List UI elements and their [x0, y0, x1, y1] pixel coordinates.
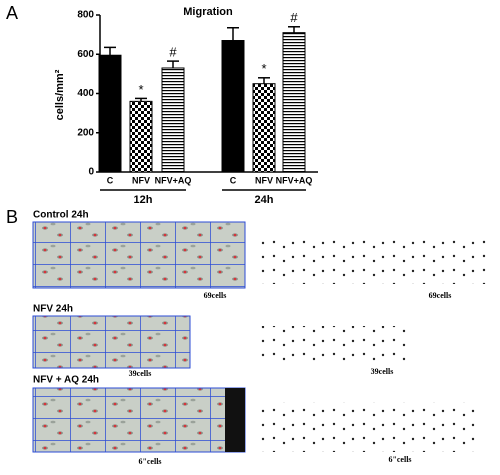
row-label: NFV + AQ 24h: [33, 375, 99, 386]
y-tick-label: 200: [77, 127, 94, 138]
significance-marker: #: [169, 45, 177, 60]
y-tick-label: 400: [77, 88, 94, 99]
bar: [221, 40, 245, 173]
panel-letter: A: [6, 3, 18, 23]
y-tick-label: 600: [77, 49, 94, 60]
cell-count: 6"cells: [138, 457, 161, 466]
x-tick-label: NFV: [132, 175, 150, 185]
x-tick-label: NFV: [255, 175, 273, 185]
image-edge: [225, 388, 245, 452]
y-tick-label: 0: [88, 167, 94, 178]
cell-count: 69cells: [429, 291, 452, 300]
micrograph: [32, 221, 246, 289]
y-tick-label: 800: [77, 10, 94, 21]
cell-count: 6"cells: [388, 455, 411, 464]
cell-count: 39cells: [129, 369, 152, 378]
x-tick-label: C: [230, 175, 237, 185]
count-map: [257, 402, 482, 452]
significance-marker: *: [261, 61, 266, 76]
group-label: 12h: [134, 194, 153, 206]
bar: [282, 32, 306, 173]
bar: [98, 54, 122, 173]
row-label: NFV 24h: [33, 304, 73, 315]
count-map: [257, 326, 407, 366]
micrograph: [32, 315, 191, 369]
y-axis-label: cells/mm²: [54, 69, 66, 120]
bar: [129, 100, 153, 173]
row-label: Control 24h: [33, 210, 89, 221]
significance-marker: *: [138, 82, 143, 97]
bar: [161, 67, 185, 173]
count-map: [257, 236, 487, 284]
significance-marker: #: [290, 10, 298, 25]
panel-letter: B: [6, 207, 18, 227]
x-tick-label: NFV+AQ: [155, 175, 192, 185]
bar: [252, 83, 276, 173]
x-tick-label: NFV+AQ: [276, 175, 313, 185]
x-tick-label: C: [107, 175, 114, 185]
micrograph: [32, 387, 246, 453]
cell-count: 69cells: [204, 291, 227, 300]
group-label: 24h: [255, 194, 274, 206]
cell-count: 39cells: [371, 367, 394, 376]
chart-title: Migration: [183, 6, 233, 18]
